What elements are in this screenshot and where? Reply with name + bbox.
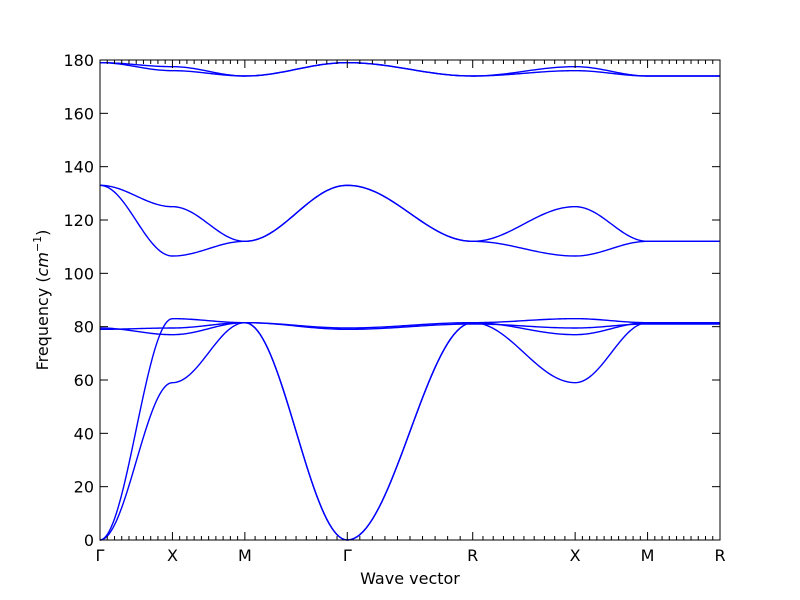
band-line-6	[99, 184, 720, 257]
x-tick-label: X	[167, 546, 178, 565]
y-tick-label: 100	[63, 264, 94, 283]
y-axis-label-unit: cm	[33, 252, 52, 276]
y-tick-label: 80	[74, 318, 94, 337]
x-tick-label: Γ	[96, 546, 105, 565]
x-tick-label: R	[714, 546, 725, 565]
y-axis-label: Frequency (cm−1)	[31, 230, 52, 371]
plot-frame	[99, 59, 721, 541]
y-axis-label-text: Frequency (	[33, 276, 52, 370]
y-axis-label-exp: −1	[31, 236, 44, 252]
band-line-3	[99, 321, 720, 336]
y-tick-label: 40	[74, 424, 94, 443]
x-tick-label: R	[467, 546, 478, 565]
x-tick-label: Γ	[343, 546, 352, 565]
x-tick-label: M	[641, 546, 655, 565]
y-tick-label: 140	[63, 158, 94, 177]
x-tick-label: M	[238, 546, 252, 565]
band-line-4	[100, 321, 720, 331]
band-lines	[99, 61, 720, 541]
x-axis-label: Wave vector	[360, 569, 460, 588]
y-axis-label-close: )	[33, 230, 52, 236]
band-line-2	[99, 317, 720, 541]
y-tick-label: 60	[74, 371, 94, 390]
y-tick-label: 120	[63, 211, 94, 230]
y-tick-label: 160	[63, 104, 94, 123]
y-tick-label: 180	[63, 51, 94, 70]
x-tick-label: X	[570, 546, 581, 565]
band-line-8	[100, 61, 720, 77]
y-ticks: 0 20 40 60 80 100 120 140 160 180	[63, 51, 720, 550]
y-tick-label: 0	[84, 531, 94, 550]
y-tick-label: 20	[74, 478, 94, 497]
